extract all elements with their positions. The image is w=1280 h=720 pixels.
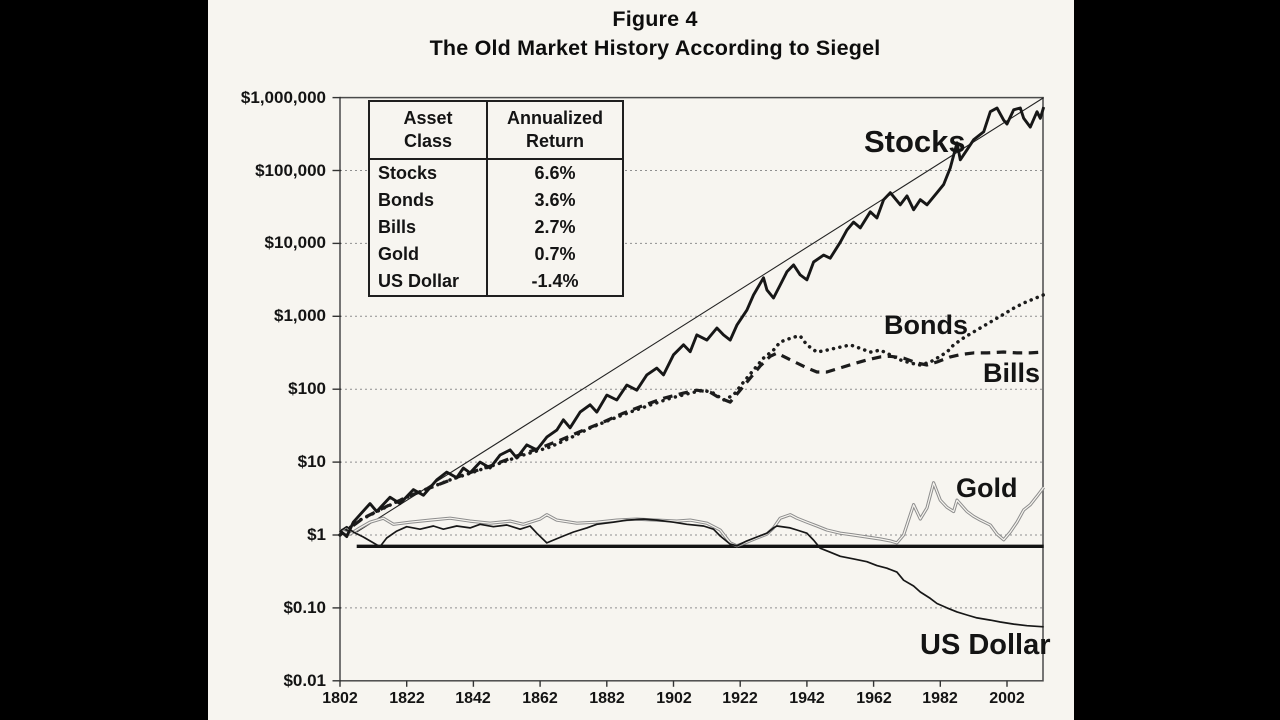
stocks-line [339, 106, 1046, 539]
legend-header-row: Asset Class Annualized Return [369, 101, 623, 160]
scanned-chart-page [208, 0, 1074, 720]
y-axis-tick-label: $1,000 [274, 306, 326, 325]
y-axis-tick-label: $10,000 [264, 233, 326, 252]
y-axis-tick-label: $0.10 [283, 598, 326, 617]
bonds-line [338, 293, 1046, 537]
legend-return-value: 6.6% [534, 163, 576, 183]
y-axis-tick-label: $0.01 [283, 671, 326, 690]
x-axis-tick-label: 1842 [455, 690, 491, 707]
y-axis-tick-label: $1,000,000 [240, 88, 326, 107]
legend-row-us-dollar: US Dollar -1.4% [369, 268, 623, 296]
x-axis-tick-label: 1922 [722, 690, 758, 707]
gold-line [339, 481, 1045, 548]
x-axis-tick-label: 1862 [522, 690, 558, 707]
legend-row-bonds: Bonds 3.6% [369, 187, 623, 214]
bills-line [339, 350, 1044, 537]
stocks-series-label: Stocks [864, 124, 966, 159]
legend-return-value: 0.7% [534, 244, 576, 264]
figure-number: Figure 4 [612, 7, 698, 31]
x-axis-tick-label: 1982 [922, 690, 958, 707]
y-axis-tick-label: $100 [288, 379, 326, 398]
legend-table: Asset Class Annualized Return Stocks 6.6… [368, 100, 624, 297]
bonds-series-label: Bonds [884, 310, 968, 340]
legend-header-annualized-return: Annualized Return [487, 101, 623, 160]
x-axis-tick-label: 1822 [389, 690, 425, 707]
x-axis-tick-label: 2002 [989, 690, 1025, 707]
bills-series-label: Bills [983, 358, 1041, 388]
y-axis-tick-label: $1 [307, 525, 326, 544]
legend-asset-name: Stocks [378, 163, 438, 183]
gold-line-core [339, 482, 1045, 547]
legend-return-value: -1.4% [531, 271, 579, 291]
x-axis-tick-label: 1882 [589, 690, 625, 707]
x-axis-tick-label: 1802 [322, 690, 358, 707]
figure-title: The Old Market History According to Sieg… [429, 36, 881, 60]
y-axis-tick-label: $10 [297, 452, 326, 471]
us-dollar-line [339, 518, 1044, 628]
stocks-trend-line [356, 97, 1044, 533]
y-axis-tick-label: $100,000 [255, 161, 326, 180]
x-axis-tick-label: 1962 [856, 690, 892, 707]
legend-header-asset-class: Asset Class [369, 101, 487, 160]
x-axis-tick-label: 1902 [656, 690, 692, 707]
legend-return-value: 3.6% [534, 190, 576, 210]
legend-return-value: 2.7% [534, 217, 576, 237]
us-dollar-series-label: US Dollar [920, 629, 1051, 661]
legend-asset-name: Bonds [378, 190, 434, 210]
gold-series-label: Gold [956, 473, 1018, 503]
legend-row-gold: Gold 0.7% [369, 241, 623, 268]
legend-asset-name: US Dollar [378, 271, 460, 291]
legend-asset-name: Bills [378, 217, 417, 237]
legend-row-bills: Bills 2.7% [369, 214, 623, 241]
legend-asset-name: Gold [378, 244, 419, 264]
x-axis-tick-label: 1942 [789, 690, 825, 707]
legend-row-stocks: Stocks 6.6% [369, 159, 623, 187]
